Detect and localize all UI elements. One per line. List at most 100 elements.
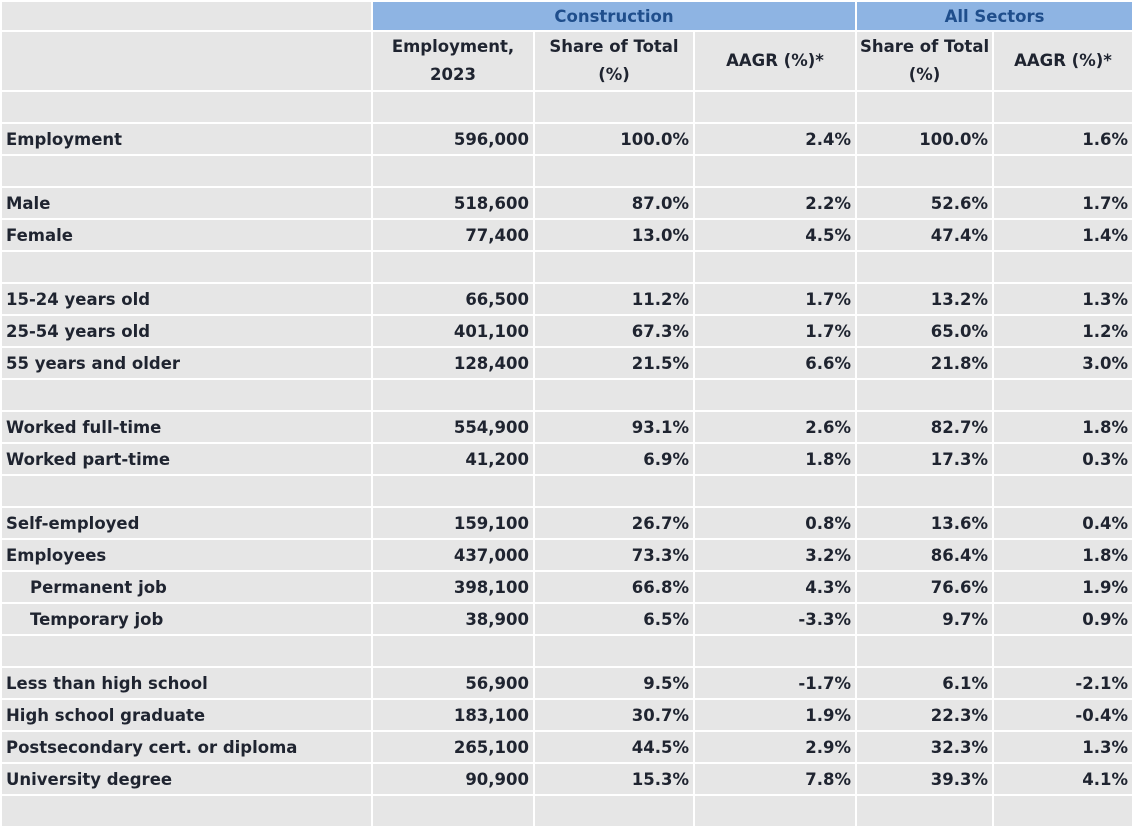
spacer-row <box>0 634 1132 668</box>
all-sectors-aagr-value: 0.9% <box>992 602 1132 636</box>
empty-cell <box>0 378 373 412</box>
all-sectors-aagr-value: 1.8% <box>992 538 1132 572</box>
spacer-row <box>0 378 1132 412</box>
construction-aagr-value: 0.8% <box>692 506 858 540</box>
group-header-row: Construction All Sectors <box>0 0 1132 32</box>
all-sectors-aagr-value: 1.7% <box>992 186 1132 220</box>
spacer-row <box>0 250 1132 284</box>
table-row: Self-employed 159,100 26.7% 0.8% 13.6% 0.4% <box>0 506 1132 540</box>
all-sectors-group-header: All Sectors <box>855 0 1132 32</box>
all-sectors-aagr-value: 3.0% <box>992 346 1132 380</box>
empty-cell <box>371 378 535 412</box>
all-sectors-share-value: 22.3% <box>855 698 995 732</box>
empty-cell <box>692 154 858 188</box>
empty-cell <box>533 634 695 668</box>
employment-column-header: Employment, 2023 <box>371 30 535 92</box>
table-row: Worked part-time 41,200 6.9% 1.8% 17.3% 0.3% <box>0 442 1132 476</box>
construction-share-value: 15.3% <box>533 762 695 796</box>
row-label: Postsecondary cert. or diploma <box>0 730 373 764</box>
row-label: Self-employed <box>0 506 373 540</box>
table-row: Employees 437,000 73.3% 3.2% 86.4% 1.8% <box>0 538 1132 572</box>
all-sectors-share-value: 65.0% <box>855 314 995 348</box>
empty-cell <box>371 90 535 124</box>
construction-aagr-value: 2.6% <box>692 410 858 444</box>
all-sectors-share-value: 76.6% <box>855 570 995 604</box>
row-label: Worked part-time <box>0 442 373 476</box>
row-label: Employment <box>0 122 373 156</box>
construction-aagr-column-header: AAGR (%)* <box>692 30 858 92</box>
row-label: High school graduate <box>0 698 373 732</box>
employment-value: 596,000 <box>371 122 535 156</box>
employment-value: 56,900 <box>371 666 535 700</box>
employment-value: 554,900 <box>371 410 535 444</box>
construction-aagr-value: 2.2% <box>692 186 858 220</box>
all-sectors-aagr-column-header: AAGR (%)* <box>992 30 1132 92</box>
all-sectors-share-value: 82.7% <box>855 410 995 444</box>
empty-cell <box>692 634 858 668</box>
employment-value: 437,000 <box>371 538 535 572</box>
employment-value: 183,100 <box>371 698 535 732</box>
spacer-row <box>0 474 1132 508</box>
column-header-row: Employment, 2023 Share of Total (%) AAGR… <box>0 30 1132 92</box>
employment-value: 398,100 <box>371 570 535 604</box>
all-sectors-share-value: 13.6% <box>855 506 995 540</box>
all-sectors-aagr-value: 1.3% <box>992 282 1132 316</box>
all-sectors-share-value: 17.3% <box>855 442 995 476</box>
empty-cell <box>692 794 858 828</box>
table-row: 15-24 years old 66,500 11.2% 1.7% 13.2% 1.3% <box>0 282 1132 316</box>
empty-cell <box>692 474 858 508</box>
empty-cell <box>855 794 995 828</box>
all-sectors-share-value: 100.0% <box>855 122 995 156</box>
construction-aagr-value: 1.9% <box>692 698 858 732</box>
all-sectors-share-value: 47.4% <box>855 218 995 252</box>
empty-cell <box>992 794 1132 828</box>
all-sectors-aagr-value: -2.1% <box>992 666 1132 700</box>
all-sectors-aagr-value: 1.6% <box>992 122 1132 156</box>
empty-cell <box>0 250 373 284</box>
empty-cell <box>0 474 373 508</box>
table-row: Less than high school 56,900 9.5% -1.7% 6.1%… <box>0 666 1132 700</box>
empty-cell <box>533 250 695 284</box>
spacer-row <box>0 90 1132 124</box>
all-sectors-share-value: 13.2% <box>855 282 995 316</box>
empty-cell <box>992 90 1132 124</box>
empty-cell <box>992 634 1132 668</box>
construction-aagr-value: 1.7% <box>692 282 858 316</box>
row-label: 25-54 years old <box>0 314 373 348</box>
employment-value: 90,900 <box>371 762 535 796</box>
empty-cell <box>371 794 535 828</box>
employment-value: 265,100 <box>371 730 535 764</box>
empty-cell <box>371 154 535 188</box>
table-row: High school graduate 183,100 30.7% 1.9% 22.3… <box>0 698 1132 732</box>
empty-cell <box>533 474 695 508</box>
table-row: Employment 596,000 100.0% 2.4% 100.0% 1.6% <box>0 122 1132 156</box>
all-sectors-share-value: 52.6% <box>855 186 995 220</box>
empty-cell <box>992 474 1132 508</box>
construction-share-value: 21.5% <box>533 346 695 380</box>
empty-cell <box>0 154 373 188</box>
construction-share-value: 87.0% <box>533 186 695 220</box>
all-sectors-aagr-value: -0.4% <box>992 698 1132 732</box>
empty-cell <box>692 250 858 284</box>
empty-cell <box>855 154 995 188</box>
employment-value: 401,100 <box>371 314 535 348</box>
table-row: Worked full-time 554,900 93.1% 2.6% 82.7% 1.8… <box>0 410 1132 444</box>
spacer-row <box>0 154 1132 188</box>
construction-share-value: 11.2% <box>533 282 695 316</box>
empty-cell <box>533 378 695 412</box>
all-sectors-share-value: 21.8% <box>855 346 995 380</box>
employment-value: 518,600 <box>371 186 535 220</box>
construction-share-value: 67.3% <box>533 314 695 348</box>
construction-aagr-value: 1.7% <box>692 314 858 348</box>
all-sectors-aagr-value: 1.3% <box>992 730 1132 764</box>
construction-share-value: 26.7% <box>533 506 695 540</box>
row-label-header <box>0 30 373 92</box>
table-body: Employment 596,000 100.0% 2.4% 100.0% 1.6% Mal… <box>0 90 1132 828</box>
corner-cell <box>0 0 373 32</box>
table-row: 25-54 years old 401,100 67.3% 1.7% 65.0% 1.2% <box>0 314 1132 348</box>
employment-value: 128,400 <box>371 346 535 380</box>
all-sectors-aagr-value: 4.1% <box>992 762 1132 796</box>
empty-cell <box>855 474 995 508</box>
employment-value: 41,200 <box>371 442 535 476</box>
